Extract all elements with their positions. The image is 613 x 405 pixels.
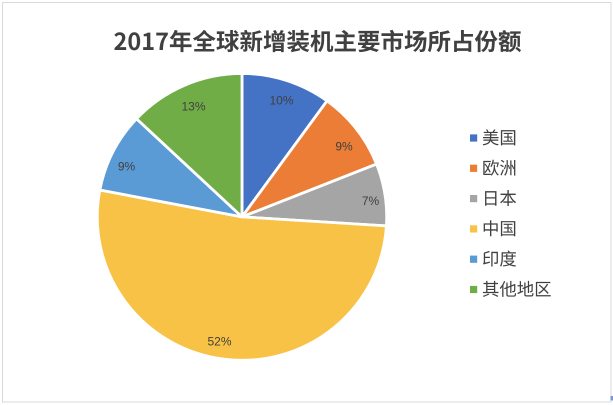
svg-text:13%: 13% <box>181 99 205 113</box>
svg-text:9%: 9% <box>335 139 353 153</box>
svg-text:10%: 10% <box>269 93 293 107</box>
svg-text:9%: 9% <box>118 159 136 173</box>
svg-text:7%: 7% <box>362 194 380 208</box>
svg-text:52%: 52% <box>207 334 231 348</box>
